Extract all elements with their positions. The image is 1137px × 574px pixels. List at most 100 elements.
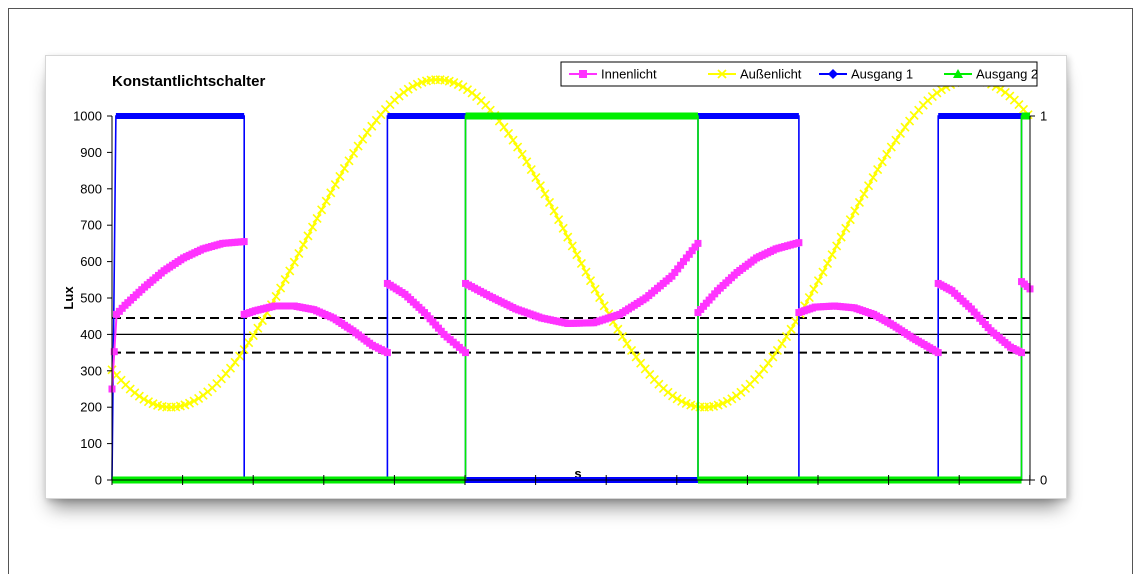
marker-x (882, 149, 892, 159)
marker-x (189, 396, 199, 406)
marker-x (563, 232, 573, 242)
marker-x (895, 128, 906, 139)
marker-x (836, 232, 846, 242)
marker-x (554, 215, 564, 225)
marker-square (674, 265, 682, 273)
marker-x (499, 122, 509, 132)
series-ausgang-2 (112, 112, 1030, 484)
marker-x (271, 291, 281, 301)
y-tick-label: 1000 (73, 109, 102, 124)
marker-x (194, 393, 204, 403)
marker-x (253, 323, 263, 333)
marker-x (225, 363, 236, 373)
marker-x (850, 206, 860, 216)
series-ausgang-1 (111, 113, 1023, 483)
marker-x (453, 79, 463, 90)
marker-x (804, 293, 814, 303)
marker-square (677, 261, 685, 269)
marker-x (526, 165, 536, 175)
marker-x (344, 156, 354, 166)
marker-x (822, 258, 833, 268)
marker-x (768, 352, 778, 362)
marker-square (682, 254, 690, 262)
marker-square (934, 349, 942, 357)
legend-marker-diamond (828, 69, 838, 79)
marker-square (462, 349, 470, 357)
marker-x (827, 250, 837, 260)
marker-x (549, 206, 559, 216)
y-tick-label: 300 (80, 363, 102, 378)
marker-x (540, 189, 550, 199)
marker-x (303, 231, 313, 241)
y-tick-label: 900 (80, 145, 102, 160)
legend-label: Außenlicht (740, 67, 802, 82)
marker-x (403, 84, 413, 94)
marker-x (558, 223, 568, 233)
marker-square (668, 272, 676, 280)
marker-x (307, 222, 318, 232)
marker-x (184, 398, 195, 408)
y-tick-label: 0 (95, 473, 102, 488)
marker-square (240, 238, 248, 246)
series-innenlicht (108, 238, 1034, 393)
marker-x (854, 197, 864, 207)
marker-x (289, 257, 299, 267)
marker-x (312, 213, 322, 223)
marker-x (617, 332, 627, 342)
marker-x (134, 391, 144, 401)
marker-x (139, 394, 149, 404)
legend-label: Ausgang 2 (976, 67, 1038, 82)
marker-x (330, 179, 340, 190)
series-line-aussenlicht (111, 78, 1031, 409)
marker-x (900, 122, 910, 132)
legend-marker-x (717, 69, 727, 79)
y-tick-label: 800 (80, 181, 102, 196)
marker-x (636, 358, 646, 368)
marker-x (285, 266, 295, 276)
marker-square (671, 269, 679, 277)
marker-square (688, 247, 696, 255)
y-tick-label: 400 (80, 327, 102, 342)
marker-square (679, 258, 687, 266)
marker-x (590, 284, 600, 294)
marker-x (572, 250, 582, 260)
marker-square (1018, 349, 1026, 357)
marker-square (694, 239, 702, 247)
marker-x (613, 324, 623, 334)
marker-x (859, 189, 869, 199)
marker-x (841, 223, 851, 233)
marker-x (786, 324, 796, 334)
marker-x (317, 205, 327, 215)
marker-square (110, 348, 118, 356)
marker-square (691, 243, 699, 251)
legend-label: Ausgang 1 (851, 67, 913, 82)
marker-x (244, 338, 254, 348)
marker-x (143, 397, 154, 407)
marker-square (685, 250, 693, 258)
y-axis-label: Lux (61, 286, 76, 310)
marker-x (348, 148, 359, 158)
marker-x (781, 332, 792, 342)
y-tick-label: 600 (80, 254, 102, 269)
marker-x (595, 293, 605, 303)
marker-x (358, 134, 368, 144)
marker-x (626, 345, 637, 356)
marker-x (321, 196, 331, 206)
marker-x (235, 351, 245, 361)
marker-x (886, 142, 896, 152)
marker-x (513, 142, 523, 152)
marker-x (777, 339, 787, 349)
x-axis-label: s (574, 466, 581, 481)
marker-x (503, 128, 514, 139)
y-tick-label: 700 (80, 218, 102, 233)
marker-x (809, 284, 819, 294)
axes-layer: 0 100 200 300 400 500 600 700 800 900 1000 0 1 (73, 109, 1047, 488)
marker-x (257, 315, 267, 326)
marker-x (408, 81, 418, 92)
marker-x (672, 394, 682, 404)
marker-x (335, 171, 345, 181)
marker-x (280, 274, 290, 285)
marker-x (522, 157, 532, 167)
series-line-ausgang-2 (112, 115, 1030, 481)
